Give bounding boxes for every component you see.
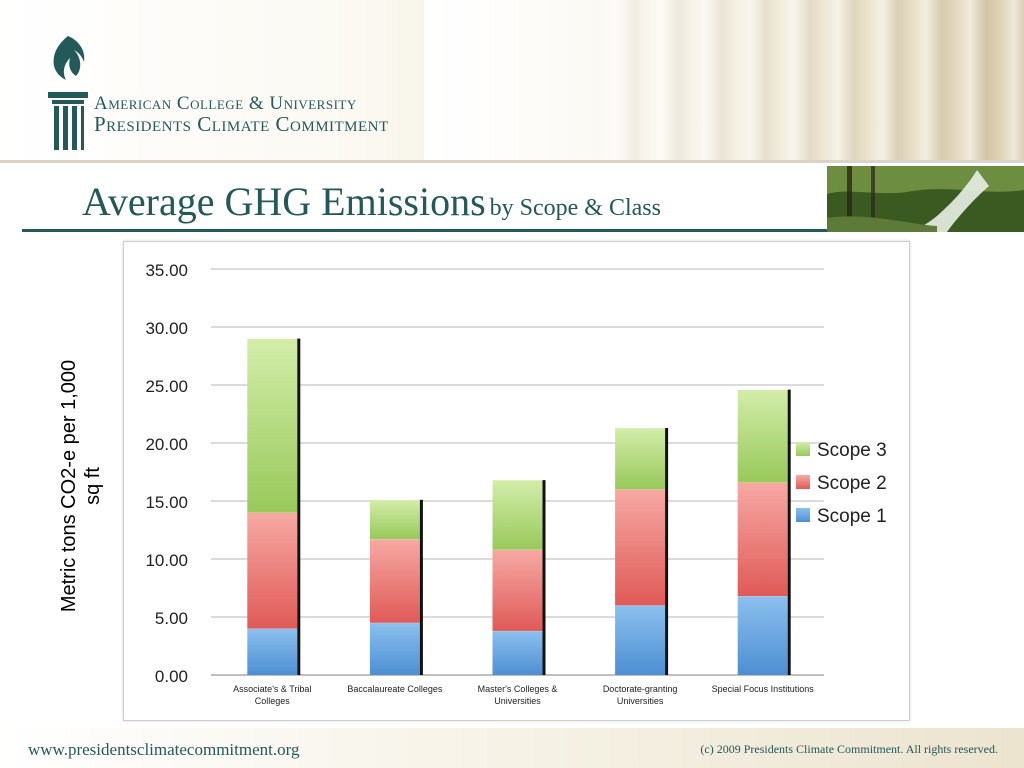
x-tick-label: Special Focus Institutions [712, 684, 815, 694]
bar-scope3 [615, 427, 666, 490]
bar-shadow [665, 427, 669, 675]
title-rule [22, 229, 1024, 232]
bar-scope3 [737, 389, 788, 483]
y-tick-label: 20.00 [145, 435, 188, 454]
legend-label: Scope 1 [817, 506, 887, 527]
footer-url[interactable]: www.presidentsclimatecommitment.org [28, 740, 300, 759]
bar-shadow [297, 338, 301, 675]
bar-shadow [419, 499, 423, 675]
bar-scope2 [615, 489, 666, 606]
title-main: Average GHG Emissions [82, 179, 486, 224]
page-title: Average GHG Emissions by Scope & Class [82, 178, 661, 225]
x-tick-label: Colleges [255, 696, 291, 706]
header-band [0, 0, 1024, 160]
y-tick-label: 5.00 [155, 609, 188, 628]
logo-line2: Presidents Climate Commitment [94, 112, 389, 136]
bar-shadow [787, 389, 791, 675]
bar-scope3 [492, 480, 543, 550]
bar-scope3 [247, 338, 298, 513]
y-tick-label: 30.00 [145, 319, 188, 338]
bar-scope3 [369, 499, 420, 540]
chart-frame: 0.00 5.00 10.00 15.00 20.00 25.00 30.00 35.00 As… [123, 241, 910, 721]
y-tick-label: 35.00 [145, 261, 188, 280]
legend-label: Scope 3 [817, 440, 887, 461]
waterfall-photo [827, 166, 1024, 232]
x-tick-label: Master's Colleges & [478, 684, 558, 694]
legend-swatch [796, 442, 810, 456]
x-tick-label: Doctorate-granting [603, 684, 678, 694]
bar-scope2 [369, 539, 420, 623]
legend-label: Scope 2 [817, 473, 887, 494]
bar-scope1 [247, 628, 298, 675]
bar-scope1 [492, 630, 543, 675]
legend-swatch [796, 475, 810, 489]
legend-swatch [796, 508, 810, 522]
bar-scope1 [615, 605, 666, 675]
logo-line1: American College & University [94, 93, 357, 114]
torch-logo-icon [48, 36, 88, 150]
bar-scope2 [737, 482, 788, 597]
y-axis-label: Metric tons CO2-e per 1,000 sq ft [58, 359, 104, 613]
y-tick-label: 10.00 [145, 551, 188, 570]
footer-copyright: (c) 2009 Presidents Climate Commitment. … [700, 742, 998, 756]
bar-scope1 [369, 622, 420, 675]
bar-shadow [542, 480, 546, 675]
footer-band [0, 728, 1024, 768]
y-tick-label: 0.00 [155, 667, 188, 686]
x-tick-label: Associate's & Tribal [233, 684, 311, 694]
x-tick-label: Baccalaureate Colleges [347, 684, 443, 694]
y-tick-label: 25.00 [145, 377, 188, 396]
title-sub: by Scope & Class [489, 195, 661, 221]
y-tick-label: 15.00 [145, 493, 188, 512]
x-tick-label: Universities [617, 696, 664, 706]
logo: American College & University Presidents… [44, 36, 464, 156]
x-tick-label: Universities [494, 696, 541, 706]
bar-scope1 [737, 596, 788, 675]
bar-scope2 [247, 512, 298, 629]
bar-scope2 [492, 549, 543, 631]
chart: 0.00 5.00 10.00 15.00 20.00 25.00 30.00 35.00 As… [145, 261, 887, 706]
